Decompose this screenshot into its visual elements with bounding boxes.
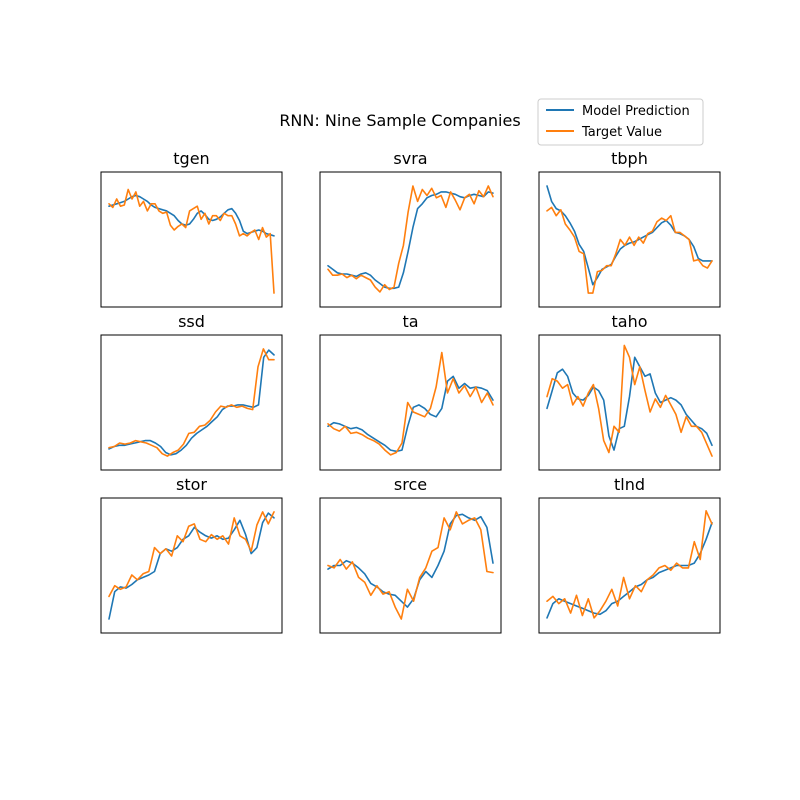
subplot-tbph: tbph <box>538 149 721 308</box>
axes-frame <box>538 334 721 471</box>
subplot-title: stor <box>176 475 207 494</box>
legend-label-target-value: Target Value <box>581 125 662 140</box>
subplot-title: tgen <box>173 149 209 168</box>
legend-label-model-prediction: Model Prediction <box>582 104 690 119</box>
subplot-title: taho <box>611 312 647 331</box>
subplot-title: svra <box>393 149 427 168</box>
series-line-target-value <box>327 351 494 456</box>
subplot-srce: srce <box>319 475 502 634</box>
axes-frame <box>319 497 502 634</box>
series-line-target-value <box>327 185 494 293</box>
legend: Model Prediction Target Value <box>537 98 704 146</box>
series-line-target-value <box>108 188 275 294</box>
axes-frame <box>100 334 283 471</box>
series-line-target-value <box>546 509 713 619</box>
subplot-title: ssd <box>178 312 205 331</box>
subplot-ssd: ssd <box>100 312 283 471</box>
series-line-target-value <box>108 511 275 598</box>
figure-title: RNN: Nine Sample Companies <box>279 111 520 130</box>
subplot-tlnd: tlnd <box>538 475 721 634</box>
subplot-grid: tgen svra tbph ssd ta taho stor srce tlnd <box>100 149 721 634</box>
subplot-title: tlnd <box>614 475 645 494</box>
subplot-tgen: tgen <box>100 149 283 308</box>
axes-frame <box>319 171 502 308</box>
series-line-model-prediction <box>327 513 494 608</box>
series-line-target-value <box>546 344 713 457</box>
series-line-target-value <box>327 511 494 620</box>
subplot-title: ta <box>402 312 418 331</box>
axes-frame <box>538 497 721 634</box>
series-line-model-prediction <box>546 356 713 451</box>
subplot-svra: svra <box>319 149 502 308</box>
subplot-ta: ta <box>319 312 502 471</box>
axes-frame <box>100 171 283 308</box>
series-line-model-prediction <box>108 349 275 456</box>
series-line-target-value <box>546 206 713 294</box>
series-line-model-prediction <box>546 521 713 619</box>
axes-frame <box>100 497 283 634</box>
subplot-title: srce <box>394 475 427 494</box>
subplot-stor: stor <box>100 475 283 634</box>
axes-frame <box>538 171 721 308</box>
subplot-taho: taho <box>538 312 721 471</box>
legend-frame <box>537 98 704 146</box>
axes-frame <box>319 334 502 471</box>
series-line-target-value <box>108 348 275 457</box>
series-line-model-prediction <box>108 512 275 620</box>
subplot-title: tbph <box>611 149 648 168</box>
series-line-model-prediction <box>327 375 494 453</box>
